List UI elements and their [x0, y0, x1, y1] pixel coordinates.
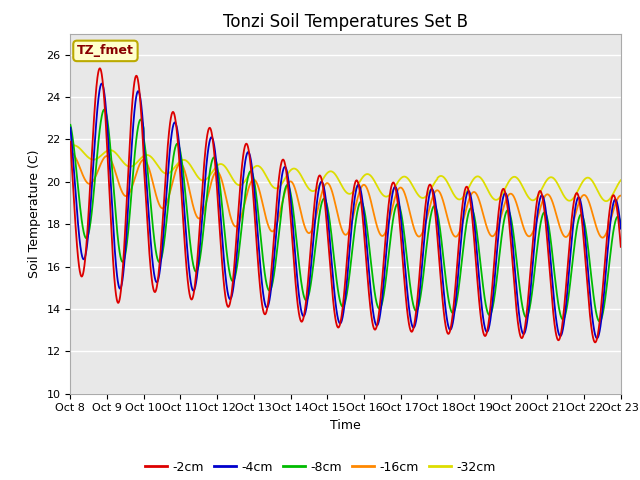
- Title: Tonzi Soil Temperatures Set B: Tonzi Soil Temperatures Set B: [223, 12, 468, 31]
- Text: TZ_fmet: TZ_fmet: [77, 44, 134, 58]
- Y-axis label: Soil Temperature (C): Soil Temperature (C): [28, 149, 41, 278]
- X-axis label: Time: Time: [330, 419, 361, 432]
- Legend: -2cm, -4cm, -8cm, -16cm, -32cm: -2cm, -4cm, -8cm, -16cm, -32cm: [140, 456, 500, 479]
